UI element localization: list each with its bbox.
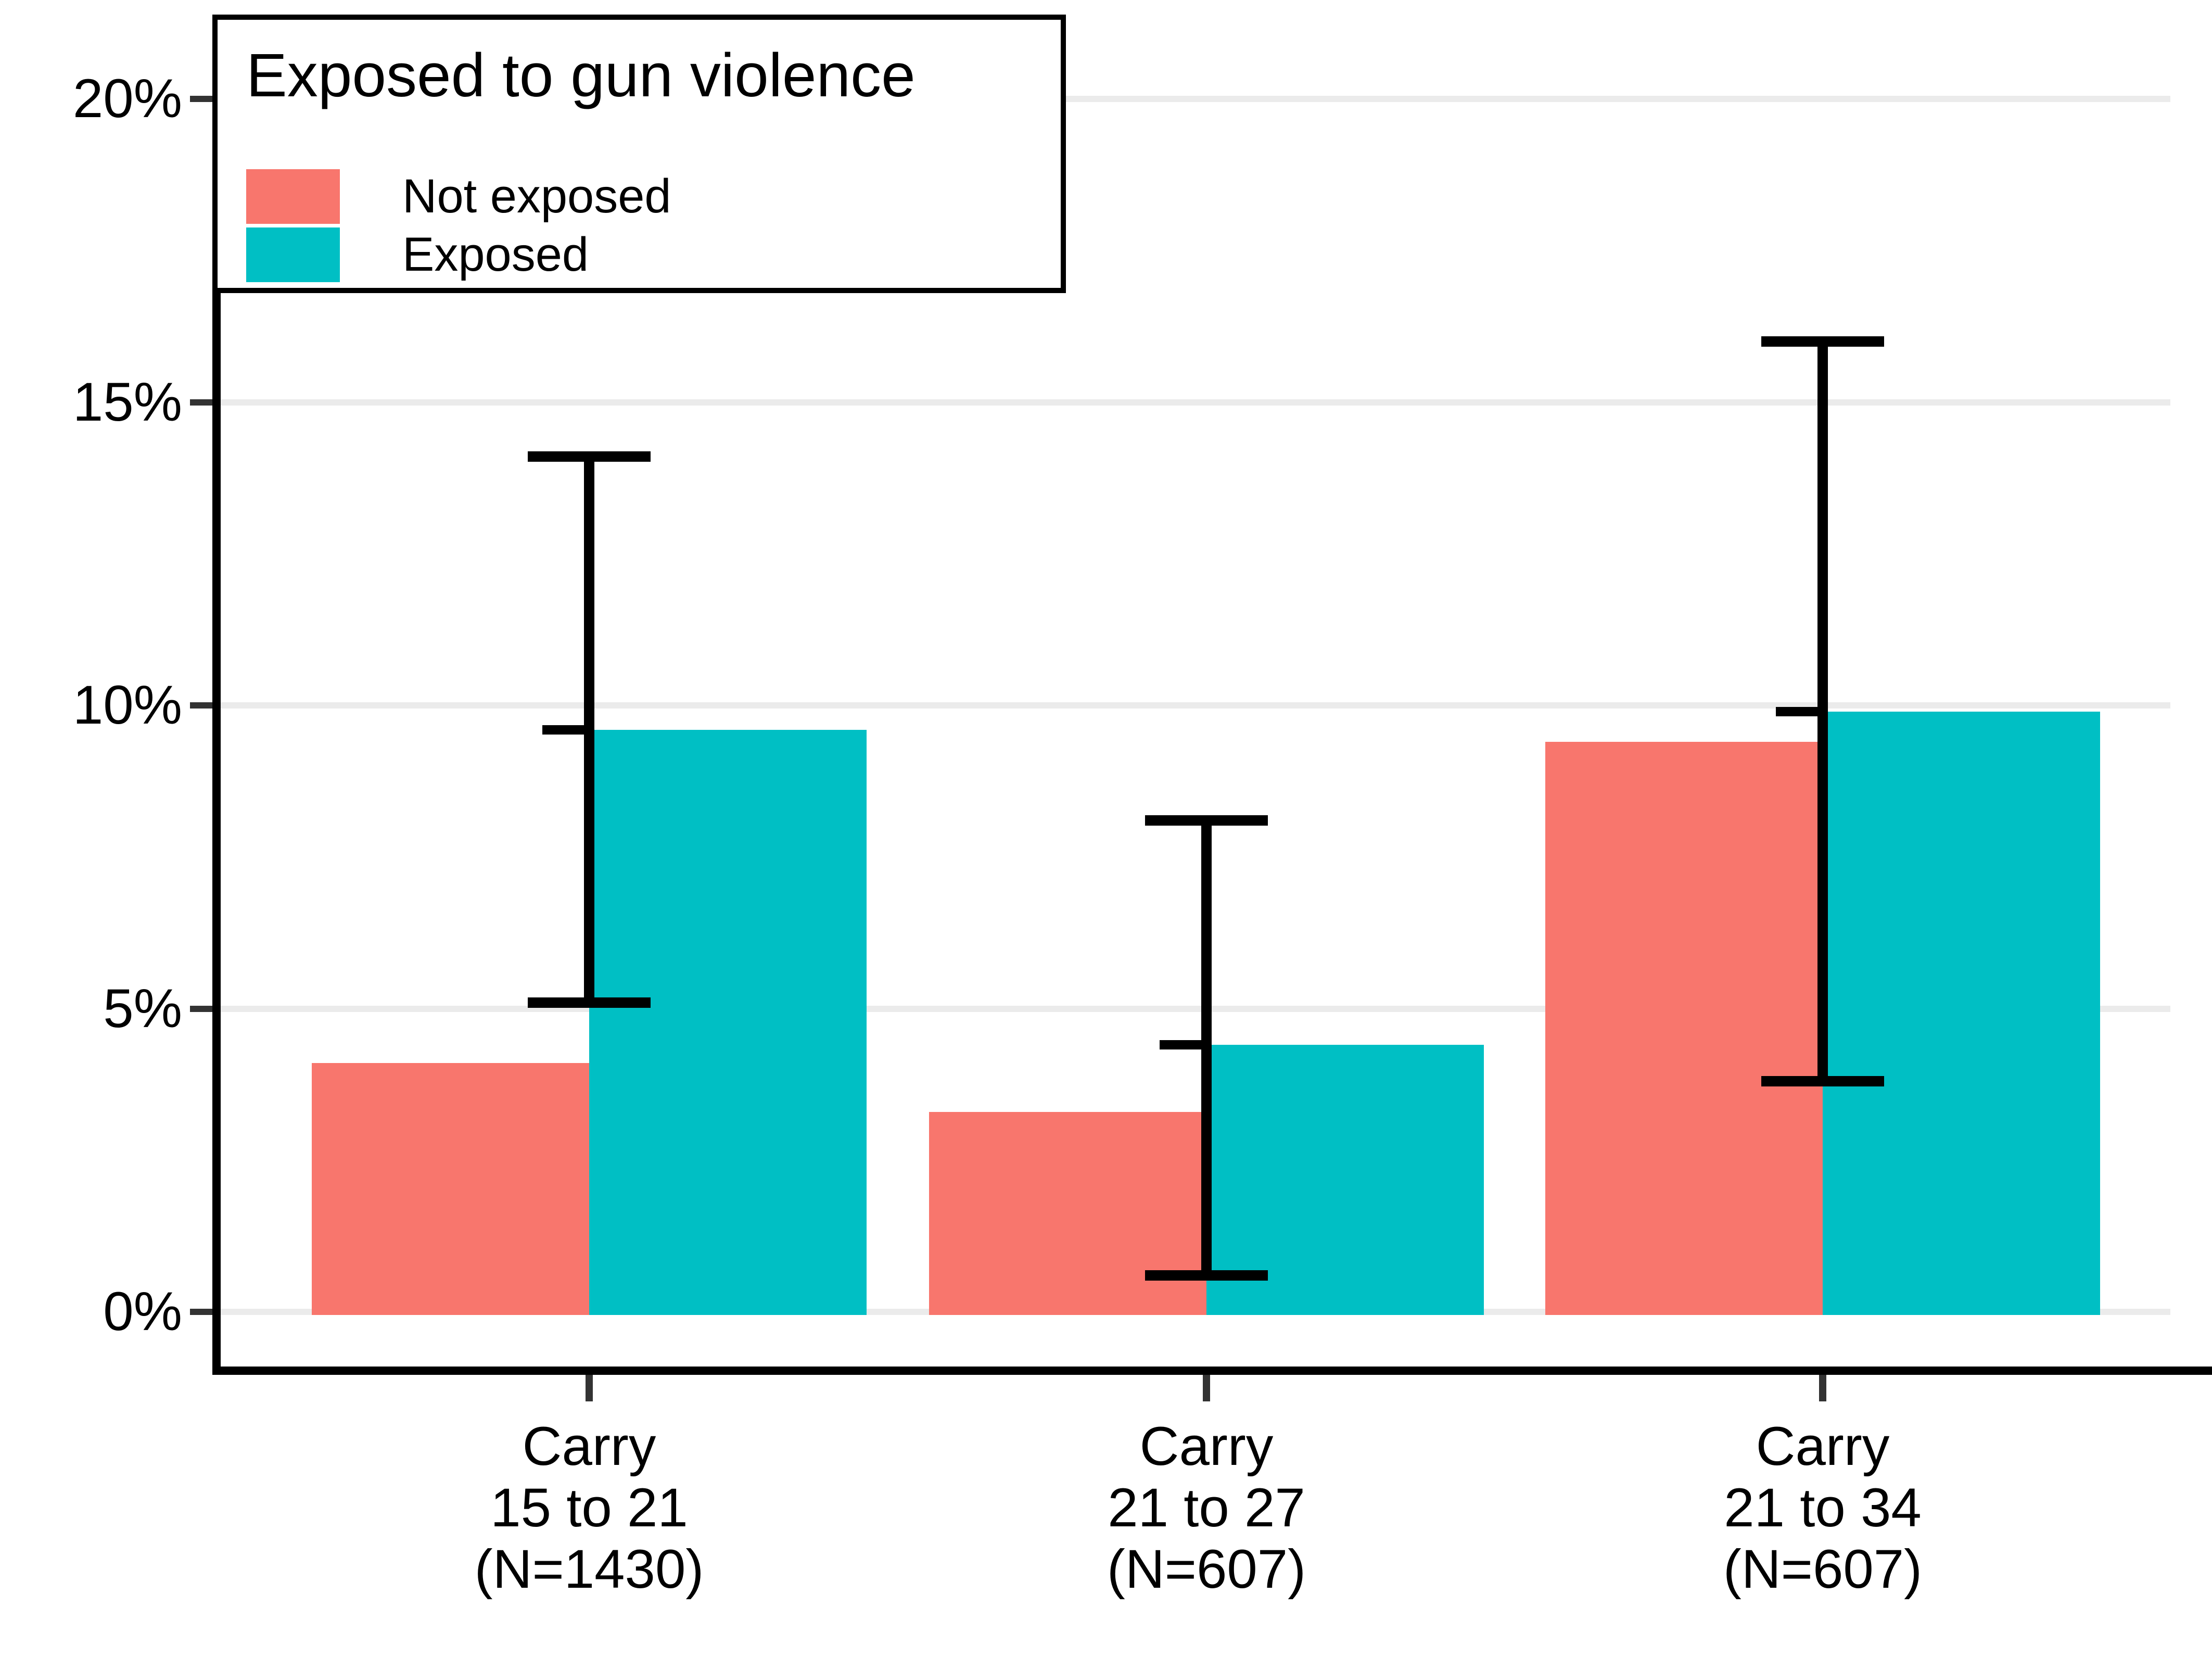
x-axis-label-line: (N=607) [1723, 1539, 1923, 1600]
y-axis-tick-label: 10% [72, 675, 182, 736]
legend-swatch-exposed [246, 227, 340, 282]
legend-label-exposed: Exposed [402, 228, 589, 281]
legend-title: Exposed to gun violence [246, 41, 916, 110]
x-axis-tick-group-1 [586, 1375, 593, 1401]
x-axis-label-line: Carry [1139, 1416, 1274, 1477]
x-axis-label-line: 21 to 34 [1724, 1477, 1922, 1538]
y-gridline-15% [221, 399, 2170, 406]
error-bar-bottom-cap-group-2 [1145, 1270, 1268, 1281]
x-axis-label-line: (N=1430) [474, 1539, 704, 1600]
x-axis-label-group-3: Carry 21 to 34 (N=607) [1562, 1416, 2083, 1600]
x-axis-label-group-2: Carry 21 to 27 (N=607) [946, 1416, 1467, 1600]
error-bar-top-cap-group-1 [528, 451, 651, 462]
y-axis-tick-label: 5% [103, 978, 182, 1039]
y-axis-tick-0% [190, 1309, 212, 1315]
y-axis-tick-label: 15% [72, 371, 182, 433]
error-bar-top-cap-group-3 [1761, 336, 1884, 347]
y-axis-tick-5% [190, 1005, 212, 1012]
error-bar-line-group-2 [1201, 820, 1212, 1276]
bar-not-exposed-group-2 [929, 1111, 1206, 1315]
legend-item-exposed: Exposed [246, 227, 589, 282]
y-axis-tick-label: 20% [72, 68, 182, 129]
error-bar-bottom-cap-group-3 [1761, 1076, 1884, 1087]
y-axis-line [212, 15, 221, 1375]
y-axis-tick-label: 0% [103, 1281, 182, 1342]
bar-exposed-group-1 [589, 729, 867, 1315]
x-axis-tick-group-2 [1203, 1375, 1210, 1401]
x-axis-label-group-1: Carry 15 to 21 (N=1430) [329, 1416, 849, 1600]
legend: Exposed to gun violence Not exposed Expo… [212, 15, 1066, 293]
x-axis-label-line: Carry [522, 1416, 656, 1477]
error-bar-line-group-3 [1817, 341, 1828, 1082]
bar-exposed-group-3 [1823, 711, 2100, 1315]
x-axis-label-line: 15 to 21 [490, 1477, 688, 1538]
error-bar-bottom-cap-group-1 [528, 997, 651, 1008]
legend-swatch-not-exposed [246, 169, 340, 224]
x-axis-tick-group-3 [1819, 1375, 1826, 1401]
error-bar-point-tick-group-3 [1776, 706, 1823, 716]
bar-exposed-group-2 [1206, 1045, 1484, 1315]
y-axis-tick-10% [190, 702, 212, 709]
error-bar-top-cap-group-2 [1145, 815, 1268, 826]
x-axis-label-line: Carry [1756, 1416, 1890, 1477]
error-bar-point-tick-group-1 [542, 725, 589, 735]
y-gridline-10% [221, 702, 2170, 709]
error-bar-line-group-1 [584, 457, 594, 1003]
error-bar-point-tick-group-2 [1160, 1040, 1206, 1050]
bar-not-exposed-group-1 [312, 1063, 589, 1315]
x-axis-line [212, 1367, 2212, 1375]
y-axis-tick-15% [190, 399, 212, 406]
legend-label-not-exposed: Not exposed [402, 170, 671, 223]
bar-not-exposed-group-3 [1545, 741, 1823, 1315]
x-axis-label-line: (N=607) [1107, 1539, 1306, 1600]
x-axis-label-line: 21 to 27 [1108, 1477, 1305, 1538]
legend-item-not-exposed: Not exposed [246, 169, 671, 224]
y-axis-tick-20% [190, 96, 212, 102]
